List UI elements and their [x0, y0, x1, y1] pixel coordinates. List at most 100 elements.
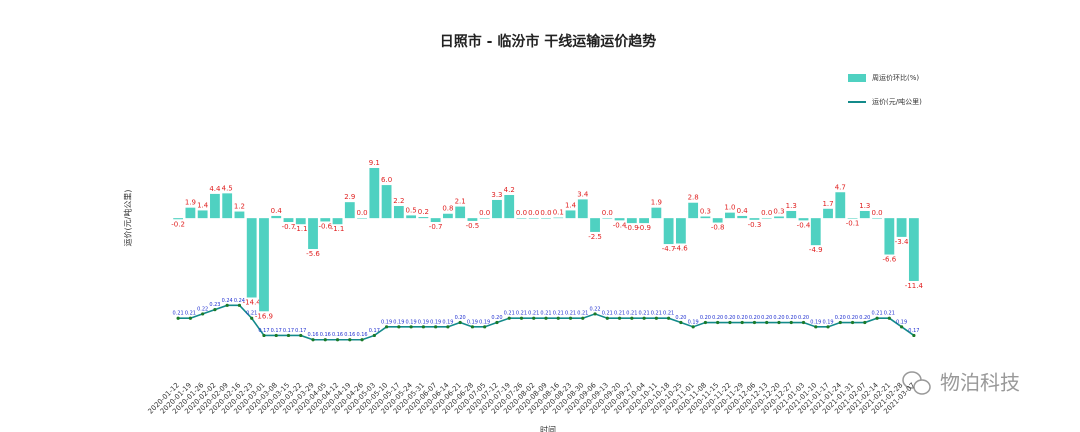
line-value-label: 0.20 — [675, 315, 686, 321]
line-point — [593, 312, 597, 316]
bar-value-label: -3.4 — [895, 238, 909, 246]
line-value-label: 0.23 — [209, 302, 220, 308]
bar — [590, 218, 600, 232]
line-value-label: 0.21 — [516, 311, 527, 317]
bar-value-label: 6.0 — [381, 176, 392, 184]
line-value-label: 0.20 — [761, 315, 772, 321]
bar — [406, 215, 417, 219]
bar — [234, 211, 245, 219]
bar — [259, 218, 269, 312]
bar — [528, 218, 539, 219]
bar-value-label: 0.3 — [700, 207, 711, 215]
bar-value-label: 1.7 — [822, 200, 833, 208]
line-value-label: 0.21 — [540, 311, 551, 317]
line-point — [605, 316, 609, 320]
line-value-label: 0.21 — [602, 311, 613, 317]
line-point — [299, 333, 303, 338]
bar — [295, 218, 306, 225]
line-point — [434, 325, 438, 329]
line-value-label: 0.20 — [491, 315, 502, 321]
bar — [725, 212, 735, 219]
bar — [602, 218, 613, 219]
bar-value-label: -11.4 — [905, 282, 924, 290]
bar-value-label: 0.0 — [528, 209, 539, 217]
bar — [246, 218, 257, 298]
watermark: 物泊科技 — [940, 371, 1020, 395]
bar-value-label: -0.7 — [282, 223, 296, 231]
bar-value-label: -0.7 — [429, 223, 443, 231]
line-value-label: 0.22 — [197, 306, 208, 312]
line-value-label: 0.19 — [822, 319, 833, 325]
line-point — [348, 338, 352, 342]
line-value-label: 0.17 — [908, 328, 919, 334]
line-point — [446, 325, 450, 329]
line-value-label: 0.21 — [185, 311, 196, 317]
bar-value-label: 0.4 — [271, 207, 283, 215]
bar-value-label: 2.2 — [393, 197, 404, 205]
line-value-label: 0.17 — [283, 328, 294, 334]
bar — [786, 210, 797, 219]
bar — [663, 218, 674, 245]
line-point — [409, 325, 413, 329]
bar-value-label: 1.4 — [565, 201, 577, 209]
bar — [283, 218, 294, 223]
bar — [761, 218, 772, 219]
bar-value-label: -4.6 — [674, 245, 688, 253]
line-point — [667, 316, 671, 320]
line-point — [875, 316, 879, 320]
line-point — [262, 333, 266, 338]
line-point — [765, 320, 769, 325]
line-value-label: 0.19 — [430, 319, 441, 325]
line-point — [311, 338, 315, 342]
line-value-label: 0.21 — [872, 311, 883, 317]
line-point — [581, 316, 585, 320]
bar-value-label: -2.5 — [588, 233, 602, 241]
line-value-label: 0.20 — [737, 315, 748, 321]
line-point — [237, 303, 242, 307]
bar-value-label: 0.0 — [602, 209, 613, 217]
line-value-label: 0.16 — [356, 332, 367, 338]
legend-label: 运价(元/吨公里) — [872, 97, 922, 106]
line-point — [360, 338, 364, 342]
line-point — [850, 320, 855, 325]
line-value-label: 0.19 — [688, 319, 699, 325]
legend-swatch — [848, 74, 866, 82]
line-value-label: 0.17 — [369, 328, 380, 334]
line-point — [372, 333, 376, 338]
line-point — [752, 320, 757, 325]
line-point — [188, 316, 192, 320]
bar — [467, 218, 478, 221]
line-value-label: 0.21 — [626, 311, 637, 317]
bar — [774, 216, 784, 219]
line-value-label: 0.16 — [344, 332, 355, 338]
line-point — [838, 320, 842, 325]
line-value-label: 0.20 — [847, 315, 858, 321]
line-point — [863, 320, 867, 325]
bar — [639, 218, 650, 224]
bar — [504, 195, 515, 219]
line-point — [335, 338, 340, 342]
bar — [185, 207, 196, 219]
bar — [688, 202, 699, 219]
line-point — [703, 320, 708, 325]
line-point — [519, 316, 524, 320]
bar — [197, 210, 208, 219]
bar-value-label: 1.9 — [185, 199, 196, 207]
line-value-label: 0.20 — [700, 315, 711, 321]
line-value-label: 0.19 — [442, 319, 453, 325]
line-point — [532, 316, 536, 320]
bar — [884, 218, 895, 255]
bar-value-label: -0.5 — [466, 222, 480, 230]
line-point — [887, 316, 891, 320]
line-point — [250, 316, 254, 320]
bar — [271, 215, 282, 219]
bar — [430, 218, 441, 223]
bar-value-label: 3.3 — [491, 191, 502, 199]
line-point — [691, 325, 695, 329]
line-value-label: 0.19 — [418, 319, 429, 325]
y-axis-label: 运价(元/吨公里) — [123, 190, 133, 247]
bar — [357, 218, 367, 219]
chart-title: 日照市 - 临汾市 干线运输运价趋势 — [440, 33, 656, 50]
bar-value-label: 2.8 — [688, 194, 699, 202]
bar — [381, 185, 392, 219]
